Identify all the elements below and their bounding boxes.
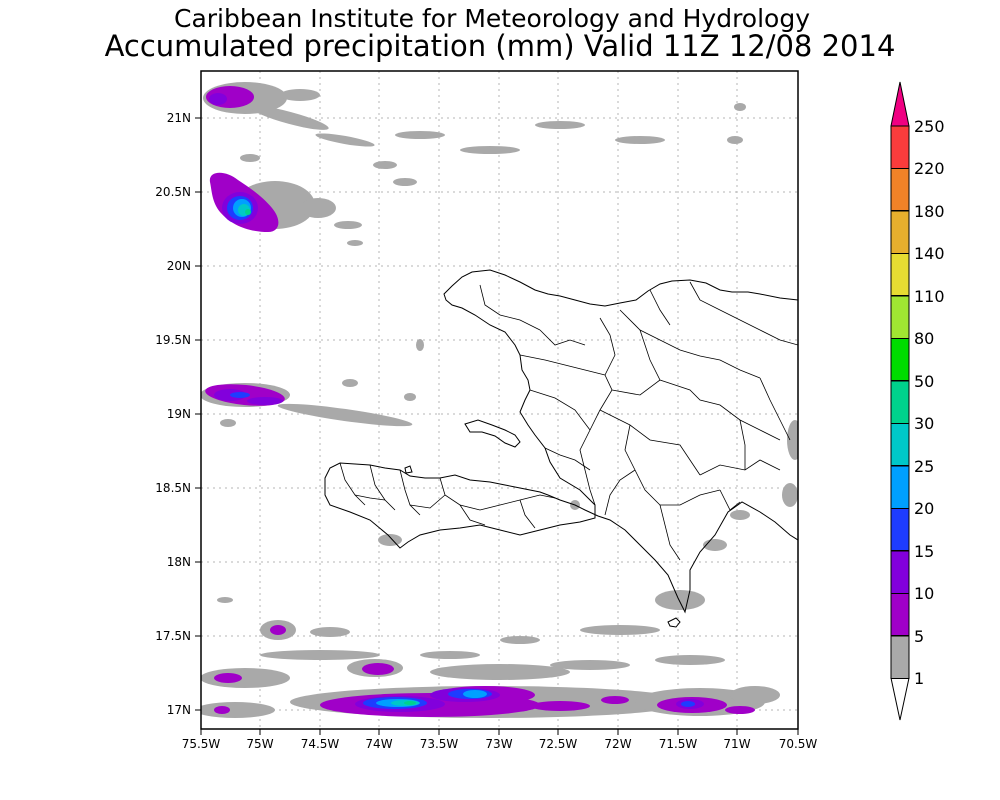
small-island bbox=[404, 465, 413, 474]
legend-label: 220 bbox=[914, 159, 945, 178]
legend-label: 30 bbox=[914, 414, 934, 433]
precip-30-50-areas bbox=[245, 209, 416, 705]
legend-swatch bbox=[890, 422, 910, 466]
coastlines bbox=[324, 269, 798, 628]
legend-label: 15 bbox=[914, 542, 934, 561]
legend-swatch bbox=[890, 252, 910, 296]
title-product: Accumulated precipitation (mm) Valid 11Z… bbox=[104, 29, 896, 63]
lon-label: 73.5W bbox=[420, 737, 459, 751]
lat-label: 18.5N bbox=[155, 481, 191, 495]
lon-label: 72W bbox=[604, 737, 631, 751]
lat-label: 19.5N bbox=[155, 333, 191, 347]
saona-island bbox=[667, 617, 681, 628]
legend-label: 80 bbox=[914, 329, 934, 348]
legend-label: 180 bbox=[914, 202, 945, 221]
lat-label: 20N bbox=[167, 259, 191, 273]
lat-label: 18N bbox=[167, 555, 191, 569]
legend-swatch bbox=[890, 507, 910, 551]
legend-label: 25 bbox=[914, 457, 934, 476]
legend-swatch bbox=[890, 380, 910, 424]
lon-label: 75W bbox=[246, 737, 273, 751]
color-legend bbox=[890, 81, 910, 721]
legend-swatch bbox=[890, 635, 910, 679]
lon-label: 73W bbox=[485, 737, 512, 751]
legend-swatch bbox=[890, 337, 910, 381]
legend-label: 10 bbox=[914, 584, 934, 603]
lon-label: 72.5W bbox=[539, 737, 578, 751]
lat-label: 19N bbox=[167, 407, 191, 421]
lon-label: 74W bbox=[365, 737, 392, 751]
legend-label: 110 bbox=[914, 287, 945, 306]
lat-label: 17.5N bbox=[155, 629, 191, 643]
lat-label: 20.5N bbox=[155, 185, 191, 199]
legend-labels: 1 5 10 15 20 25 30 50 80 110 140 180 220… bbox=[914, 117, 945, 688]
admin-boundaries bbox=[339, 281, 798, 561]
legend-swatch bbox=[890, 210, 910, 254]
legend-swatch bbox=[890, 465, 910, 509]
lon-label: 71W bbox=[723, 737, 750, 751]
lon-label: 74.5W bbox=[301, 737, 340, 751]
lon-label: 71.5W bbox=[659, 737, 698, 751]
lon-tick-labels: 75.5W 75W 74.5W 74W 73.5W 73W 72.5W 72W … bbox=[182, 737, 818, 751]
legend-swatch bbox=[890, 125, 910, 169]
legend-label: 20 bbox=[914, 499, 934, 518]
legend-lower-arrow bbox=[890, 677, 910, 721]
lat-tick-labels: 21N 20.5N 20N 19.5N 19N 18.5N 18N 17.5N … bbox=[155, 111, 191, 717]
legend-swatch bbox=[890, 550, 910, 594]
gonave-island bbox=[464, 419, 521, 448]
lat-label: 17N bbox=[167, 703, 191, 717]
lon-label: 75.5W bbox=[182, 737, 221, 751]
legend-label: 5 bbox=[914, 627, 924, 646]
gridlines bbox=[201, 71, 798, 729]
title-institute: Caribbean Institute for Meteorology and … bbox=[174, 4, 810, 33]
legend-label: 140 bbox=[914, 244, 945, 263]
lon-label: 70.5W bbox=[779, 737, 818, 751]
legend-label: 1 bbox=[914, 669, 924, 688]
legend-upper-arrow bbox=[890, 81, 910, 127]
legend-swatch bbox=[890, 167, 910, 211]
lat-label: 21N bbox=[167, 111, 191, 125]
axis-ticks bbox=[195, 117, 799, 735]
hispaniola-coast bbox=[324, 269, 798, 614]
legend-swatch bbox=[890, 592, 910, 636]
legend-swatch bbox=[890, 295, 910, 339]
legend-label: 250 bbox=[914, 117, 945, 136]
legend-label: 50 bbox=[914, 372, 934, 391]
